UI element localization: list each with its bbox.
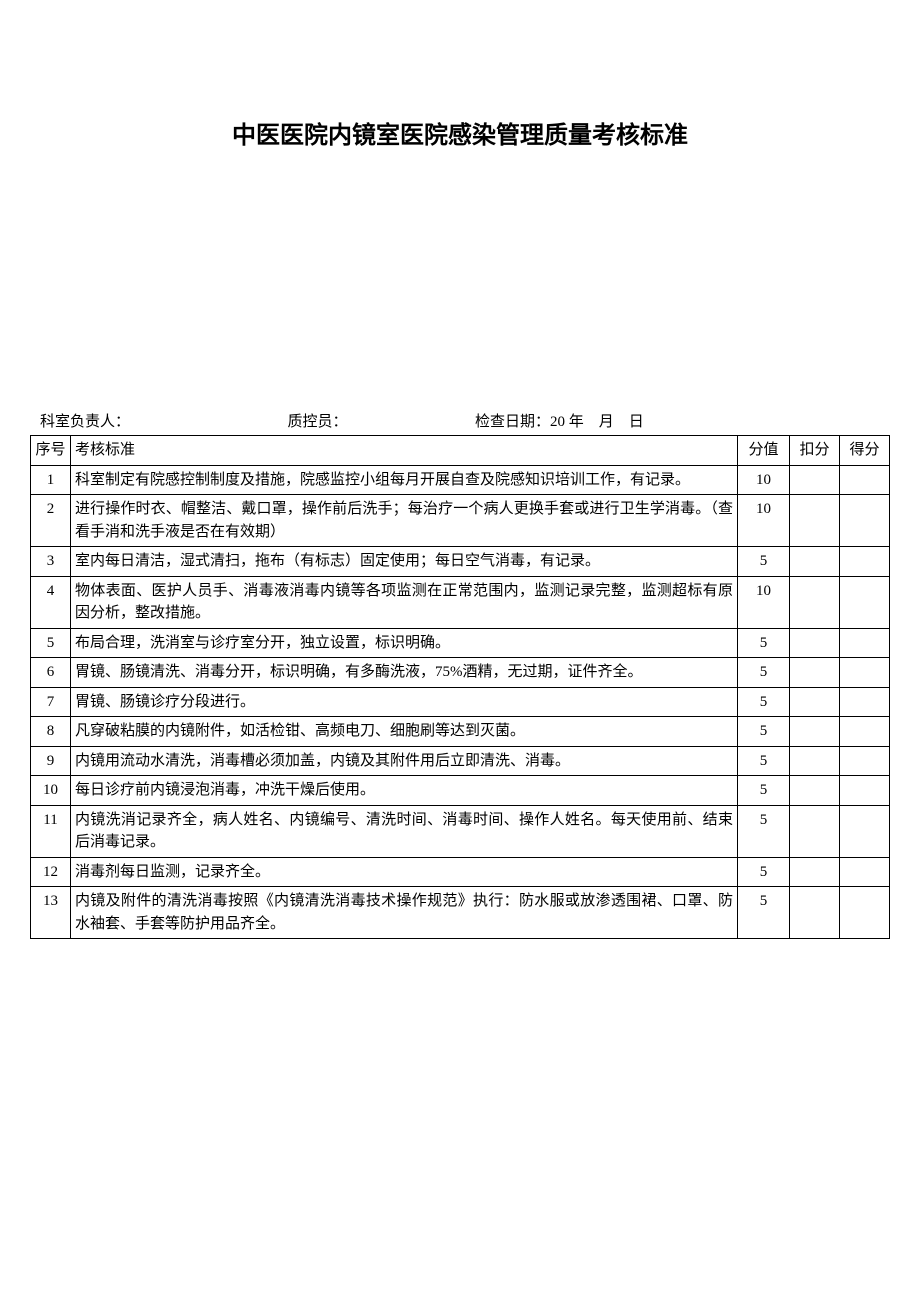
header-seq: 序号 <box>31 436 71 466</box>
document-title: 中医医院内镜室医院感染管理质量考核标准 <box>30 115 890 150</box>
cell-seq: 2 <box>31 495 71 547</box>
cell-deduct <box>790 717 840 747</box>
cell-score: 10 <box>738 465 790 495</box>
cell-seq: 10 <box>31 776 71 806</box>
cell-get <box>840 628 890 658</box>
cell-score: 5 <box>738 746 790 776</box>
cell-deduct <box>790 658 840 688</box>
cell-standard: 消毒剂每日监测，记录齐全。 <box>71 857 738 887</box>
cell-get <box>840 465 890 495</box>
cell-score: 5 <box>738 547 790 577</box>
cell-get <box>840 717 890 747</box>
cell-seq: 7 <box>31 687 71 717</box>
cell-deduct <box>790 547 840 577</box>
cell-deduct <box>790 495 840 547</box>
table-row: 10每日诊疗前内镜浸泡消毒，冲洗干燥后使用。5 <box>31 776 890 806</box>
cell-score: 5 <box>738 658 790 688</box>
cell-standard: 内镜洗消记录齐全，病人姓名、内镜编号、清洗时间、消毒时间、操作人姓名。每天使用前… <box>71 805 738 857</box>
cell-get <box>840 687 890 717</box>
cell-score: 5 <box>738 717 790 747</box>
assessment-table: 序号 考核标准 分值 扣分 得分 1科室制定有院感控制制度及措施，院感监控小组每… <box>30 435 890 939</box>
cell-deduct <box>790 628 840 658</box>
cell-seq: 11 <box>31 805 71 857</box>
cell-get <box>840 887 890 939</box>
cell-get <box>840 495 890 547</box>
cell-seq: 4 <box>31 576 71 628</box>
cell-deduct <box>790 805 840 857</box>
cell-seq: 13 <box>31 887 71 939</box>
cell-standard: 布局合理，洗消室与诊疗室分开，独立设置，标识明确。 <box>71 628 738 658</box>
cell-get <box>840 746 890 776</box>
cell-score: 10 <box>738 576 790 628</box>
cell-deduct <box>790 746 840 776</box>
table-row: 6胃镜、肠镜清洗、消毒分开，标识明确，有多酶洗液，75%酒精，无过期，证件齐全。… <box>31 658 890 688</box>
header-deduct: 扣分 <box>790 436 840 466</box>
header-standard: 考核标准 <box>71 436 738 466</box>
table-row: 3室内每日清洁，湿式清扫，拖布（有标志）固定使用；每日空气消毒，有记录。5 <box>31 547 890 577</box>
table-row: 2进行操作时衣、帽整洁、戴口罩，操作前后洗手；每治疗一个病人更换手套或进行卫生学… <box>31 495 890 547</box>
table-row: 8凡穿破粘膜的内镜附件，如活检钳、高频电刀、细胞刷等达到灭菌。5 <box>31 717 890 747</box>
cell-deduct <box>790 776 840 806</box>
table-row: 4物体表面、医护人员手、消毒液消毒内镜等各项监测在正常范围内，监测记录完整，监测… <box>31 576 890 628</box>
table-body: 1科室制定有院感控制制度及措施，院感监控小组每月开展自查及院感知识培训工作，有记… <box>31 465 890 939</box>
cell-standard: 胃镜、肠镜清洗、消毒分开，标识明确，有多酶洗液，75%酒精，无过期，证件齐全。 <box>71 658 738 688</box>
cell-score: 5 <box>738 805 790 857</box>
cell-score: 5 <box>738 776 790 806</box>
table-header-row: 序号 考核标准 分值 扣分 得分 <box>31 436 890 466</box>
cell-get <box>840 776 890 806</box>
cell-standard: 内镜及附件的清洗消毒按照《内镜清洗消毒技术操作规范》执行：防水服或放渗透围裙、口… <box>71 887 738 939</box>
cell-standard: 进行操作时衣、帽整洁、戴口罩，操作前后洗手；每治疗一个病人更换手套或进行卫生学消… <box>71 495 738 547</box>
cell-get <box>840 658 890 688</box>
cell-seq: 8 <box>31 717 71 747</box>
cell-standard: 内镜用流动水清洗，消毒槽必须加盖，内镜及其附件用后立即清洗、消毒。 <box>71 746 738 776</box>
cell-get <box>840 547 890 577</box>
cell-score: 5 <box>738 628 790 658</box>
table-row: 9内镜用流动水清洗，消毒槽必须加盖，内镜及其附件用后立即清洗、消毒。5 <box>31 746 890 776</box>
cell-standard: 每日诊疗前内镜浸泡消毒，冲洗干燥后使用。 <box>71 776 738 806</box>
cell-standard: 室内每日清洁，湿式清扫，拖布（有标志）固定使用；每日空气消毒，有记录。 <box>71 547 738 577</box>
cell-get <box>840 857 890 887</box>
cell-deduct <box>790 687 840 717</box>
cell-score: 5 <box>738 857 790 887</box>
table-row: 13内镜及附件的清洗消毒按照《内镜清洗消毒技术操作规范》执行：防水服或放渗透围裙… <box>31 887 890 939</box>
table-row: 7胃镜、肠镜诊疗分段进行。5 <box>31 687 890 717</box>
cell-seq: 5 <box>31 628 71 658</box>
table-row: 11内镜洗消记录齐全，病人姓名、内镜编号、清洗时间、消毒时间、操作人姓名。每天使… <box>31 805 890 857</box>
table-row: 1科室制定有院感控制制度及措施，院感监控小组每月开展自查及院感知识培训工作，有记… <box>31 465 890 495</box>
cell-seq: 3 <box>31 547 71 577</box>
meta-info-line: 科室负责人： 质控员： 检查日期：20 年 月 日 <box>30 410 890 431</box>
cell-standard: 科室制定有院感控制制度及措施，院感监控小组每月开展自查及院感知识培训工作，有记录… <box>71 465 738 495</box>
header-score: 分值 <box>738 436 790 466</box>
cell-standard: 胃镜、肠镜诊疗分段进行。 <box>71 687 738 717</box>
cell-standard: 物体表面、医护人员手、消毒液消毒内镜等各项监测在正常范围内，监测记录完整，监测超… <box>71 576 738 628</box>
cell-score: 10 <box>738 495 790 547</box>
cell-get <box>840 805 890 857</box>
table-row: 12消毒剂每日监测，记录齐全。5 <box>31 857 890 887</box>
cell-seq: 12 <box>31 857 71 887</box>
cell-deduct <box>790 576 840 628</box>
cell-score: 5 <box>738 887 790 939</box>
cell-seq: 6 <box>31 658 71 688</box>
cell-seq: 9 <box>31 746 71 776</box>
cell-get <box>840 576 890 628</box>
table-row: 5布局合理，洗消室与诊疗室分开，独立设置，标识明确。5 <box>31 628 890 658</box>
cell-deduct <box>790 465 840 495</box>
cell-seq: 1 <box>31 465 71 495</box>
cell-score: 5 <box>738 687 790 717</box>
cell-deduct <box>790 857 840 887</box>
cell-standard: 凡穿破粘膜的内镜附件，如活检钳、高频电刀、细胞刷等达到灭菌。 <box>71 717 738 747</box>
cell-deduct <box>790 887 840 939</box>
header-get: 得分 <box>840 436 890 466</box>
